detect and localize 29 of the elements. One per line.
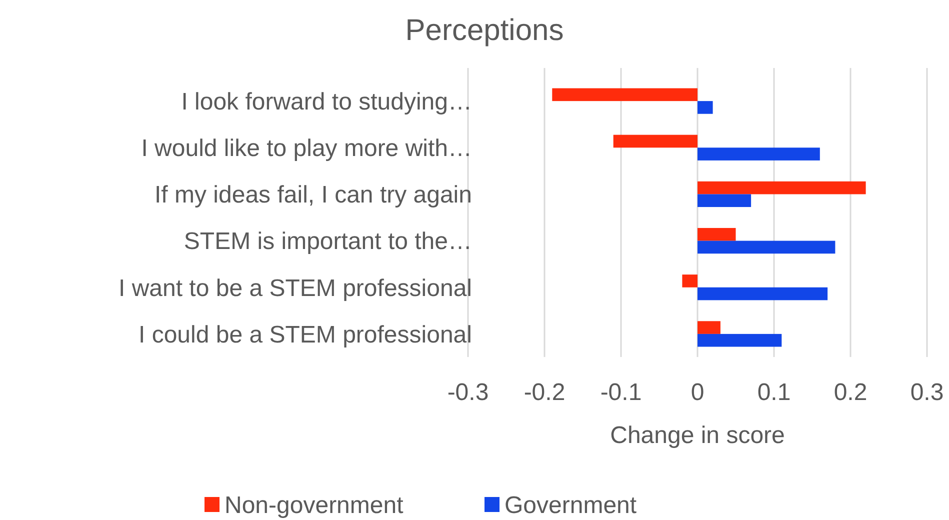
bar bbox=[698, 228, 736, 241]
legend-label: Non-government bbox=[224, 492, 404, 519]
bar bbox=[698, 334, 782, 347]
bar bbox=[698, 240, 836, 254]
y-tick-label: I want to be a STEM professional bbox=[118, 274, 472, 302]
x-tick-label: -0.1 bbox=[600, 379, 642, 406]
bar bbox=[682, 274, 698, 288]
x-tick-label: 0.2 bbox=[834, 379, 868, 406]
bar bbox=[698, 287, 828, 300]
y-tick-label: STEM is important to the… bbox=[184, 228, 472, 256]
y-tick-label: If my ideas fail, I can try again bbox=[154, 182, 472, 209]
y-tick-label: I look forward to studying… bbox=[181, 88, 472, 116]
bar bbox=[698, 101, 713, 114]
x-tick-label: -0.3 bbox=[447, 379, 489, 406]
x-tick-label: 0 bbox=[690, 379, 704, 406]
bar bbox=[698, 181, 866, 194]
bar bbox=[613, 134, 698, 148]
x-axis-title: Change in score bbox=[610, 422, 785, 449]
y-tick-label: I could be a STEM professional bbox=[138, 321, 472, 348]
bar bbox=[698, 148, 820, 160]
chart-title: Perceptions bbox=[405, 14, 564, 47]
bar bbox=[698, 194, 752, 208]
x-tick-label: -0.2 bbox=[524, 379, 566, 406]
x-tick-label: 0.1 bbox=[757, 379, 791, 406]
x-tick-label: 0.3 bbox=[910, 379, 944, 406]
legend-label: Government bbox=[504, 492, 637, 519]
bar bbox=[552, 88, 698, 102]
y-tick-label: I would like to play more with… bbox=[141, 135, 472, 162]
bar bbox=[698, 321, 720, 334]
